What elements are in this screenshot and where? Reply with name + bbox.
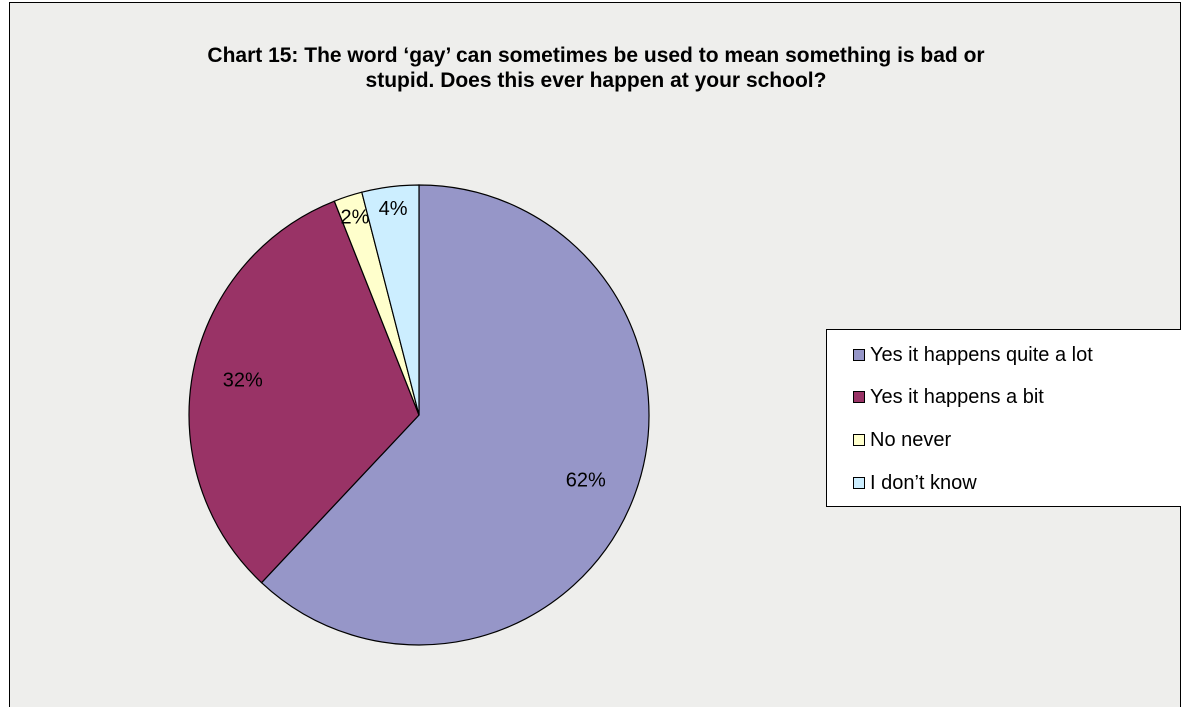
legend-swatch [853,349,865,361]
legend-item-dont-know: I don’t know [853,472,977,494]
legend-label: Yes it happens a bit [870,385,1044,408]
legend-swatch [853,434,865,446]
legend-label: Yes it happens quite a lot [870,343,1093,366]
data-label-dont-know: 4% [379,198,408,220]
data-label-no-never: 2% [341,206,370,228]
legend-label: No never [870,428,952,451]
legend-item-yes-a-bit: Yes it happens a bit [853,386,1044,408]
chart-title-line-2: stupid. Does this ever happen at your sc… [365,69,827,92]
legend-swatch [853,477,865,489]
chart-legend: Yes it happens quite a lot Yes it happen… [826,329,1181,507]
slice-yes-a-bit [188,200,420,584]
chart-title: Chart 15: The word ‘gay’ can sometimes b… [10,43,1181,93]
slice-yes-quite-a-lot [260,184,650,646]
data-label-yes-a-bit: 32% [223,370,263,392]
legend-item-yes-quite-a-lot: Yes it happens quite a lot [853,344,1093,366]
chart-title-line-1: Chart 15: The word ‘gay’ can sometimes b… [207,44,985,67]
legend-swatch [853,391,865,403]
data-label-yes-quite-a-lot: 62% [566,469,606,491]
legend-item-no-never: No never [853,429,951,451]
legend-label: I don’t know [870,471,977,494]
slice-dont-know [361,184,420,416]
chart-area: Chart 15: The word ‘gay’ can sometimes b… [9,2,1181,707]
pie-chart: 62% 32% 2% 4% [188,184,650,646]
